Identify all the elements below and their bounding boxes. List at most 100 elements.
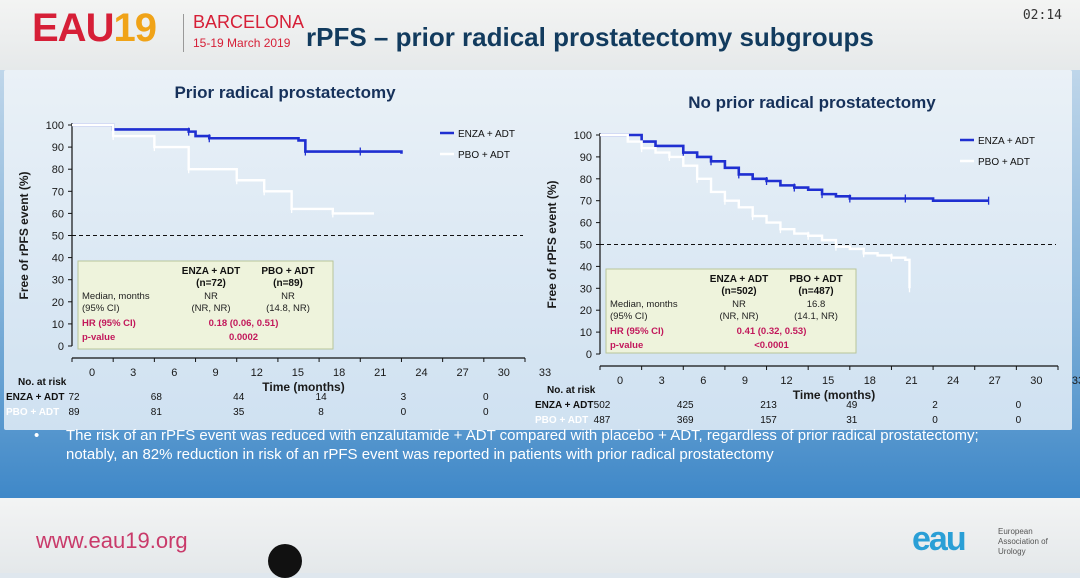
logo-dates: 15-19 March 2019 — [193, 36, 291, 50]
stats-table-box — [605, 268, 857, 354]
table-cell: (NR, NR) — [191, 303, 230, 314]
series-line-pbo — [72, 123, 374, 215]
table-cell: 16.8 — [807, 299, 826, 310]
table-row-label: (95% CI) — [610, 311, 647, 322]
x-tick-label: 18 — [864, 375, 876, 387]
chart-title: Prior radical prostatectomy — [174, 83, 396, 102]
at-risk-value: 35 — [233, 407, 245, 418]
y-tick-label: 30 — [52, 275, 64, 287]
y-tick-label: 60 — [52, 208, 64, 220]
y-tick-label: 80 — [580, 174, 592, 186]
stats-table-box — [77, 260, 334, 350]
y-tick-label: 50 — [52, 231, 64, 243]
x-tick-label: 27 — [457, 367, 469, 379]
table-n: (n=502) — [721, 286, 756, 297]
y-axis-label: Free of rPFS event (%) — [545, 180, 559, 308]
logo-text: EAU — [32, 6, 114, 50]
at-risk-value: 0 — [483, 407, 489, 418]
slide-header: EAU19 BARCELONA 15-19 March 2019 rPFS – … — [0, 0, 1080, 70]
at-risk-value: 157 — [760, 415, 777, 426]
table-cell: (NR, NR) — [719, 311, 758, 322]
x-tick-label: 6 — [171, 367, 177, 379]
at-risk-row-label: ENZA + ADT — [535, 400, 593, 411]
eau-org-name: European Association of Urology — [998, 527, 1048, 556]
eau19-logo: EAU19 — [32, 6, 157, 51]
x-tick-label: 0 — [617, 375, 623, 387]
y-tick-label: 40 — [580, 261, 592, 273]
y-tick-label: 20 — [52, 297, 64, 309]
x-tick-label: 15 — [822, 375, 834, 387]
y-tick-label: 90 — [52, 142, 64, 154]
at-risk-row-label: ENZA + ADT — [6, 392, 64, 403]
bullet-icon: • — [34, 427, 40, 444]
hr-label: HR (95% CI) — [82, 318, 136, 329]
hr-value: 0.41 (0.32, 0.53) — [737, 326, 807, 337]
x-tick-label: 33 — [1072, 375, 1080, 387]
table-cell: (14.8, NR) — [266, 303, 310, 314]
legend-label: ENZA + ADT — [978, 136, 1035, 147]
x-tick-label: 12 — [251, 367, 263, 379]
slide-title: rPFS – prior radical prostatectomy subgr… — [306, 22, 874, 52]
y-tick-label: 80 — [52, 164, 64, 176]
eau-logo-icon: eau — [912, 520, 967, 558]
x-tick-label: 15 — [292, 367, 304, 379]
km-charts: Prior radical prostatectomy0102030405060… — [6, 83, 1080, 426]
at-risk-value: 0 — [401, 407, 407, 418]
at-risk-value: 44 — [233, 392, 245, 403]
presenter-shadow — [268, 544, 302, 578]
at-risk-value: 2 — [932, 400, 938, 411]
footer-url[interactable]: www.eau19.org — [36, 528, 188, 553]
at-risk-title: No. at risk — [547, 385, 596, 396]
y-tick-label: 70 — [52, 186, 64, 198]
at-risk-value: 14 — [316, 392, 328, 403]
y-axis-label: Free of rPFS event (%) — [17, 171, 31, 299]
at-risk-row-label: PBO + ADT — [535, 415, 588, 426]
hr-value: 0.18 (0.06, 0.51) — [209, 318, 279, 329]
at-risk-value: 0 — [932, 415, 938, 426]
series-line-pbo — [600, 133, 911, 289]
y-tick-label: 10 — [52, 319, 64, 331]
at-risk-value: 0 — [483, 392, 489, 403]
at-risk-value: 72 — [68, 392, 80, 403]
x-tick-label: 24 — [415, 367, 427, 379]
at-risk-value: 0 — [1016, 400, 1022, 411]
x-tick-label: 30 — [1030, 375, 1042, 387]
logo-divider — [183, 14, 184, 52]
x-tick-label: 0 — [89, 367, 95, 379]
x-tick-label: 9 — [742, 375, 748, 387]
at-risk-value: 89 — [68, 407, 80, 418]
x-axis-label: Time (months) — [262, 380, 344, 394]
y-tick-label: 70 — [580, 196, 592, 208]
p-value-label: p-value — [610, 340, 643, 351]
at-risk-value: 3 — [401, 392, 407, 403]
legend-label: PBO + ADT — [458, 150, 510, 161]
at-risk-title: No. at risk — [18, 377, 67, 388]
table-header: ENZA + ADT — [710, 274, 768, 285]
x-tick-label: 12 — [780, 375, 792, 387]
hr-label: HR (95% CI) — [610, 326, 664, 337]
at-risk-value: 487 — [594, 415, 611, 426]
table-n: (n=487) — [798, 286, 833, 297]
series-line-enza — [72, 123, 403, 154]
table-header: PBO + ADT — [261, 266, 314, 277]
y-tick-label: 100 — [574, 130, 592, 142]
at-risk-value: 81 — [151, 407, 163, 418]
km-chart-1: Prior radical prostatectomy0102030405060… — [6, 83, 551, 418]
at-risk-value: 502 — [594, 400, 611, 411]
table-header: PBO + ADT — [789, 274, 842, 285]
y-tick-label: 0 — [58, 341, 64, 353]
y-tick-label: 0 — [586, 349, 592, 361]
table-row-label: (95% CI) — [82, 303, 119, 314]
table-row-label: Median, months — [610, 299, 678, 310]
x-tick-label: 21 — [905, 375, 917, 387]
x-tick-label: 33 — [539, 367, 551, 379]
legend-label: PBO + ADT — [978, 157, 1030, 168]
chart-title: No prior radical prostatectomy — [688, 93, 936, 112]
table-cell: NR — [732, 299, 746, 310]
table-n: (n=72) — [196, 278, 226, 289]
table-cell: NR — [204, 291, 218, 302]
km-chart-2: No prior radical prostatectomy0102030405… — [535, 93, 1080, 426]
y-tick-label: 50 — [580, 240, 592, 252]
p-value: <0.0001 — [754, 340, 789, 351]
x-tick-label: 24 — [947, 375, 959, 387]
